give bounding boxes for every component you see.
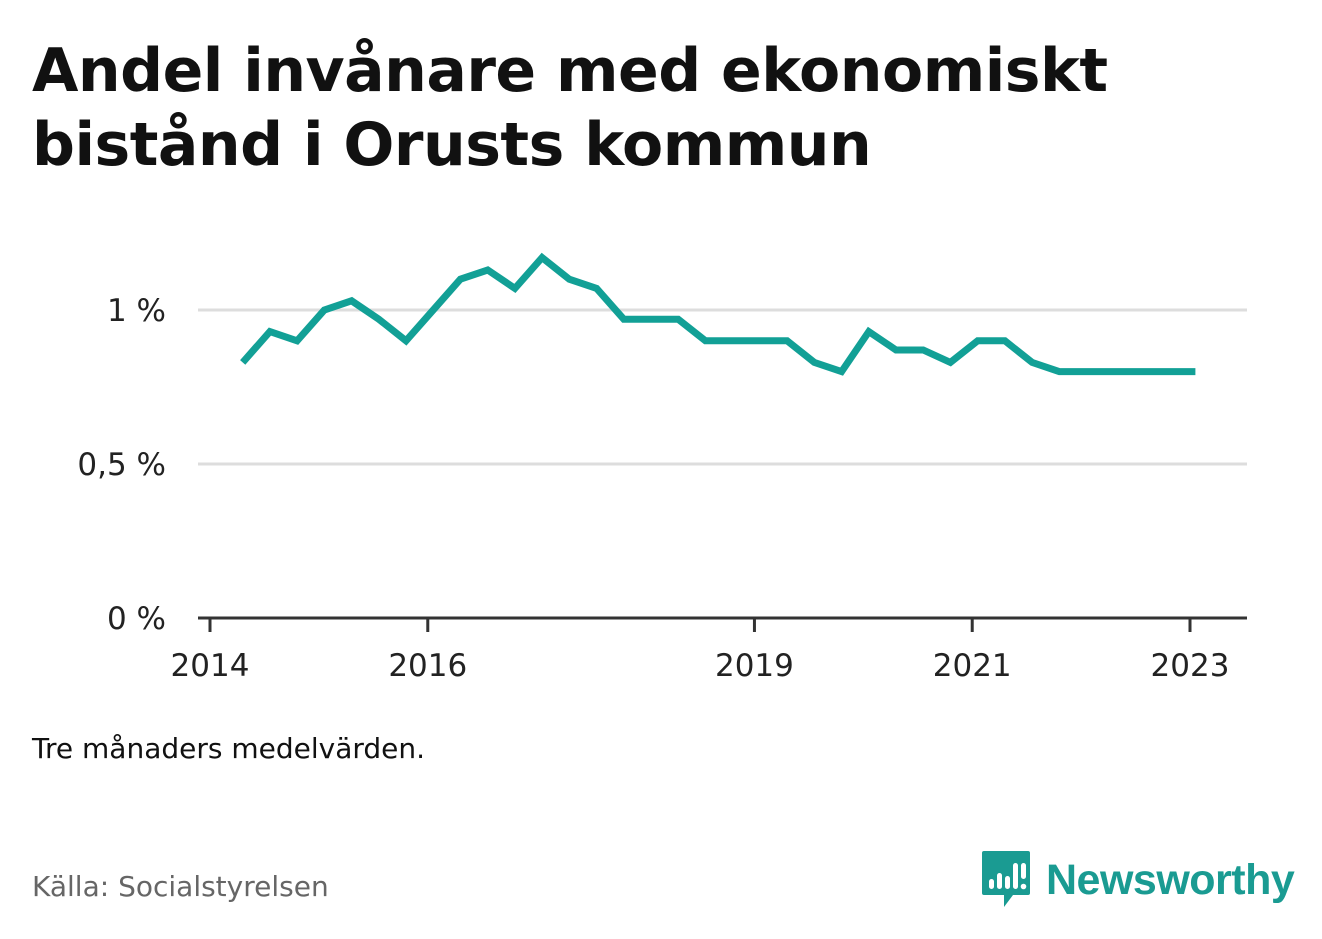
x-tick-label: 2023 [1151, 648, 1230, 684]
y-axis: 0 % 0,5 % 1 % [77, 293, 166, 637]
source-label: Källa: Socialstyrelsen [32, 870, 329, 903]
newsworthy-logo-icon [982, 851, 1030, 907]
y-tick-label: 0 % [107, 601, 166, 637]
newsworthy-brand[interactable]: Newsworthy [980, 848, 1295, 912]
chart-title: Andel invånare med ekonomiskt bistånd i … [32, 36, 1108, 180]
y-tick-label: 1 % [107, 293, 166, 329]
x-tick-label: 2019 [715, 648, 794, 684]
x-axis: 2014 2016 2019 2021 2023 [171, 616, 1247, 684]
series-line [240, 252, 1196, 376]
line-chart: 0 % 0,5 % 1 % 2014 2016 2019 2021 2023 [77, 252, 1247, 684]
y-tick-label: 0,5 % [77, 447, 166, 483]
chart-note: Tre månaders medelvärden. [32, 732, 426, 765]
x-tick-label: 2016 [388, 648, 467, 684]
gridlines [198, 308, 1247, 466]
x-tick-label: 2021 [933, 648, 1012, 684]
brand-name: Newsworthy [1046, 855, 1295, 904]
x-tick-label: 2014 [171, 648, 250, 684]
series-line-group [240, 252, 1196, 376]
